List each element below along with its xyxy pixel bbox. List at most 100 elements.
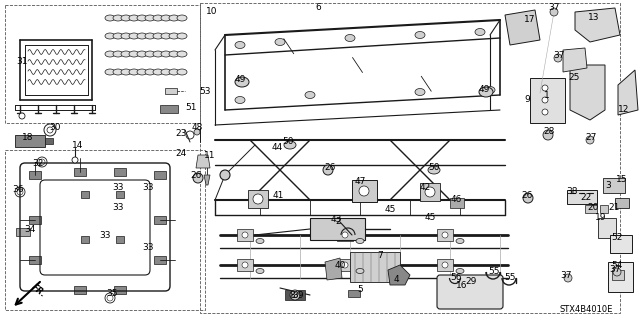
- Circle shape: [253, 194, 263, 204]
- Ellipse shape: [113, 51, 123, 57]
- Bar: [585, 205, 597, 213]
- Text: 45: 45: [384, 205, 396, 214]
- Ellipse shape: [161, 69, 171, 75]
- Text: 23: 23: [175, 129, 187, 137]
- Text: 33: 33: [99, 231, 111, 240]
- Text: 55: 55: [504, 273, 516, 283]
- Ellipse shape: [145, 69, 155, 75]
- Bar: [608, 262, 633, 292]
- Text: STX4B4010E: STX4B4010E: [560, 305, 613, 314]
- Ellipse shape: [129, 33, 139, 39]
- Polygon shape: [570, 65, 605, 120]
- Ellipse shape: [153, 69, 163, 75]
- Circle shape: [564, 274, 572, 282]
- Text: 49: 49: [234, 76, 246, 85]
- Ellipse shape: [145, 33, 155, 39]
- Text: 33: 33: [142, 243, 154, 253]
- Ellipse shape: [356, 239, 364, 243]
- Text: 26: 26: [324, 164, 336, 173]
- Ellipse shape: [113, 15, 123, 21]
- Text: 4: 4: [393, 276, 399, 285]
- Text: 49: 49: [478, 85, 490, 94]
- Ellipse shape: [121, 51, 131, 57]
- Text: 37: 37: [553, 50, 564, 60]
- Ellipse shape: [121, 69, 131, 75]
- Text: 37: 37: [609, 265, 621, 275]
- Text: 50: 50: [282, 137, 294, 146]
- Bar: [598, 218, 616, 238]
- Bar: [15, 135, 45, 147]
- Ellipse shape: [284, 141, 296, 149]
- Ellipse shape: [129, 51, 139, 57]
- Ellipse shape: [105, 69, 115, 75]
- Ellipse shape: [235, 97, 245, 103]
- Bar: [350, 252, 400, 282]
- Text: 55: 55: [488, 268, 500, 277]
- Circle shape: [442, 232, 448, 238]
- Ellipse shape: [177, 15, 187, 21]
- Ellipse shape: [105, 33, 115, 39]
- Bar: [603, 178, 625, 193]
- Bar: [29, 256, 41, 264]
- Bar: [74, 168, 86, 176]
- Circle shape: [323, 165, 333, 175]
- Text: FR.: FR.: [30, 282, 48, 299]
- Polygon shape: [388, 265, 410, 285]
- Bar: [81, 236, 89, 243]
- Text: 33: 33: [142, 183, 154, 192]
- Bar: [165, 88, 177, 94]
- Text: 37: 37: [548, 4, 560, 12]
- Bar: [600, 205, 608, 213]
- Text: 30: 30: [49, 123, 61, 132]
- Bar: [352, 180, 377, 202]
- Text: 56: 56: [451, 273, 461, 283]
- Ellipse shape: [161, 15, 171, 21]
- Circle shape: [194, 129, 200, 135]
- Polygon shape: [196, 155, 210, 168]
- Text: 2: 2: [335, 218, 341, 226]
- Circle shape: [72, 157, 78, 163]
- Polygon shape: [563, 48, 587, 72]
- Text: 24: 24: [175, 149, 187, 158]
- Circle shape: [586, 136, 594, 144]
- Bar: [337, 229, 353, 241]
- Circle shape: [543, 130, 553, 140]
- Ellipse shape: [105, 15, 115, 21]
- Bar: [114, 168, 126, 176]
- Ellipse shape: [235, 77, 249, 87]
- Bar: [337, 259, 353, 271]
- Bar: [114, 286, 126, 294]
- Ellipse shape: [169, 33, 179, 39]
- Ellipse shape: [129, 69, 139, 75]
- Circle shape: [554, 54, 562, 62]
- Text: 18: 18: [22, 132, 34, 142]
- Bar: [116, 191, 124, 198]
- Polygon shape: [618, 70, 638, 115]
- Polygon shape: [204, 175, 210, 185]
- Text: 5: 5: [357, 286, 363, 294]
- Bar: [74, 286, 86, 294]
- Circle shape: [242, 262, 248, 268]
- Bar: [610, 235, 632, 253]
- Text: 32: 32: [32, 159, 44, 167]
- Ellipse shape: [177, 69, 187, 75]
- Polygon shape: [505, 10, 540, 45]
- Text: 6: 6: [315, 4, 321, 12]
- Bar: [5, 5, 200, 123]
- Text: 16: 16: [456, 280, 468, 290]
- Text: 38: 38: [566, 188, 578, 197]
- Bar: [237, 259, 253, 271]
- Bar: [154, 216, 166, 224]
- Text: 29: 29: [465, 278, 477, 286]
- Ellipse shape: [137, 15, 147, 21]
- Ellipse shape: [305, 92, 315, 99]
- Ellipse shape: [153, 15, 163, 21]
- FancyBboxPatch shape: [437, 275, 503, 309]
- Text: 17: 17: [524, 16, 536, 25]
- Bar: [5, 150, 205, 310]
- Circle shape: [342, 232, 348, 238]
- Circle shape: [425, 187, 435, 197]
- Bar: [612, 270, 624, 280]
- Ellipse shape: [153, 51, 163, 57]
- Ellipse shape: [129, 15, 139, 21]
